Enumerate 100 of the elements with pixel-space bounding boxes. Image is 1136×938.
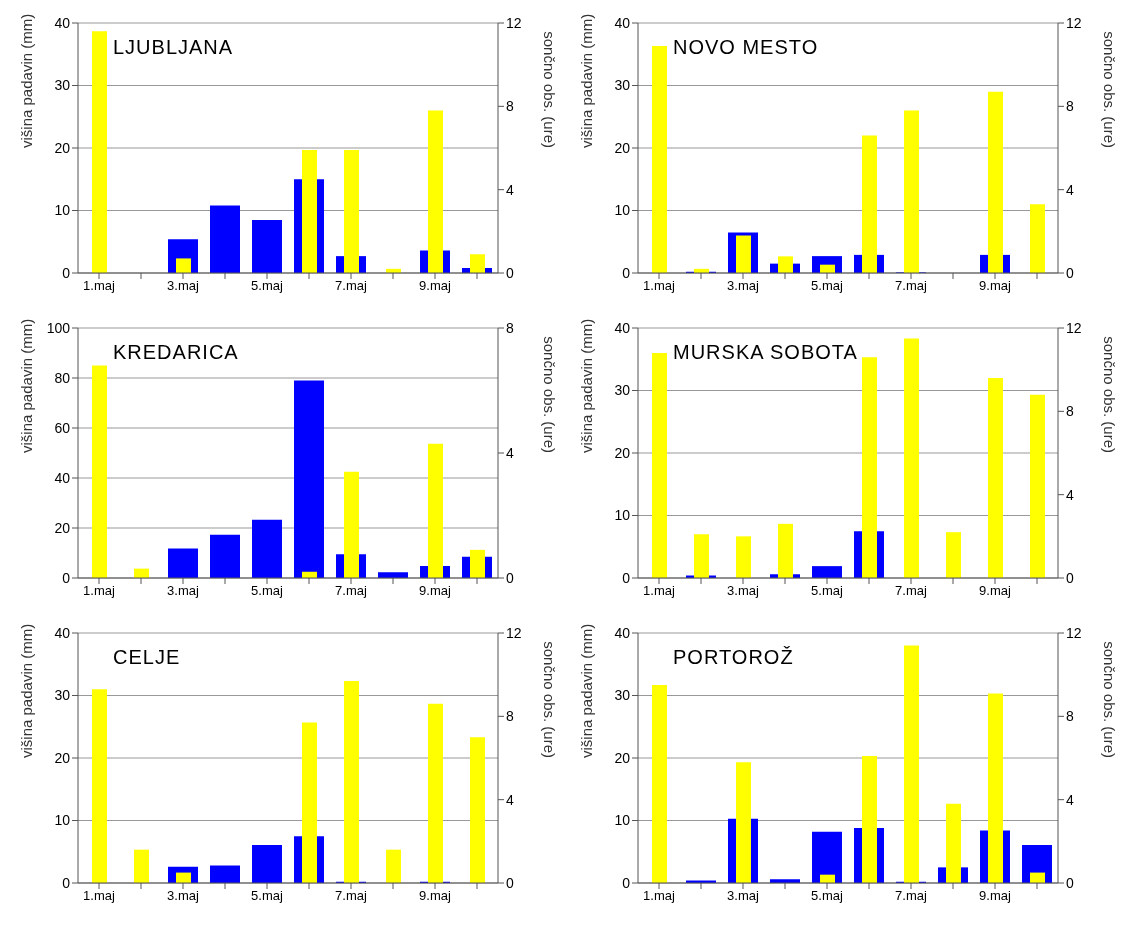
text: MURSKA SOBOTA bbox=[673, 341, 858, 364]
y-tick-label: 30 bbox=[614, 687, 631, 704]
y-tick-label: 20 bbox=[54, 519, 71, 536]
x-tick-label: 3.maj bbox=[167, 888, 199, 904]
y-tick-label: 40 bbox=[54, 14, 71, 31]
y2-tick-label: 0 bbox=[1066, 264, 1074, 281]
y-axis-title: višina padavin (mm) bbox=[18, 318, 36, 453]
x-tick-label: 1.maj bbox=[643, 278, 675, 294]
y-tick-label: 30 bbox=[614, 77, 631, 94]
x-tick-label: 3.maj bbox=[167, 583, 199, 599]
y-tick-label: 20 bbox=[54, 749, 71, 766]
y2-axis-title: sončno obs. (ure) bbox=[540, 336, 558, 453]
y2-tick-label: 12 bbox=[1066, 624, 1082, 641]
y2-tick-label: 0 bbox=[1066, 874, 1074, 891]
y-axis-title: višina padavin (mm) bbox=[578, 318, 596, 453]
y-tick-label: 20 bbox=[54, 139, 71, 156]
y-tick-label: 80 bbox=[54, 369, 71, 386]
y-tick-label: 0 bbox=[62, 569, 71, 586]
y-axis-title: višina padavin (mm) bbox=[18, 623, 36, 758]
x-tick-label: 1.maj bbox=[83, 888, 115, 904]
y-tick-label: 0 bbox=[62, 264, 71, 281]
y2-axis-title: sončno obs. (ure) bbox=[1100, 641, 1118, 758]
x-tick-label: 1.maj bbox=[83, 278, 115, 294]
x-tick-label: 1.maj bbox=[83, 583, 115, 599]
x-tick-label: 1.maj bbox=[643, 888, 675, 904]
x-tick-label: 5.maj bbox=[811, 583, 843, 599]
y-tick-label: 20 bbox=[614, 444, 631, 461]
x-tick-label: 7.maj bbox=[335, 888, 367, 904]
x-tick-label: 9.maj bbox=[979, 278, 1011, 294]
y-tick-label: 10 bbox=[614, 507, 631, 524]
y2-tick-label: 12 bbox=[506, 624, 522, 641]
y-tick-label: 0 bbox=[62, 874, 71, 891]
y2-tick-label: 4 bbox=[1066, 791, 1074, 808]
y-tick-label: 40 bbox=[54, 624, 71, 641]
y-tick-label: 10 bbox=[614, 202, 631, 219]
text: CELJE bbox=[113, 646, 181, 669]
y-tick-label: 10 bbox=[614, 812, 631, 829]
x-tick-label: 9.maj bbox=[419, 583, 451, 599]
x-tick-label: 7.maj bbox=[335, 278, 367, 294]
x-tick-label: 7.maj bbox=[895, 583, 927, 599]
x-tick-label: 5.maj bbox=[251, 888, 283, 904]
y-tick-label: 10 bbox=[54, 812, 71, 829]
text: NOVO MESTO bbox=[673, 36, 819, 59]
y2-axis-title: sončno obs. (ure) bbox=[540, 641, 558, 758]
y-axis-title: višina padavin (mm) bbox=[578, 623, 596, 758]
x-tick-label: 7.maj bbox=[335, 583, 367, 599]
y-tick-label: 30 bbox=[54, 77, 71, 94]
x-tick-label: 5.maj bbox=[251, 278, 283, 294]
y2-axis-title: sončno obs. (ure) bbox=[1100, 31, 1118, 148]
y-tick-label: 0 bbox=[622, 264, 631, 281]
y2-tick-label: 0 bbox=[1066, 569, 1074, 586]
x-tick-label: 7.maj bbox=[895, 888, 927, 904]
y2-axis-title: sončno obs. (ure) bbox=[1100, 336, 1118, 453]
x-tick-label: 3.maj bbox=[727, 278, 759, 294]
y2-tick-label: 4 bbox=[506, 444, 514, 461]
text: LJUBLJANA bbox=[113, 36, 234, 59]
text: PORTOROŽ bbox=[673, 646, 794, 669]
y2-tick-label: 4 bbox=[506, 791, 514, 808]
y2-tick-label: 4 bbox=[1066, 181, 1074, 198]
y2-tick-label: 0 bbox=[506, 874, 514, 891]
y-tick-label: 20 bbox=[614, 749, 631, 766]
y-tick-label: 30 bbox=[54, 687, 71, 704]
x-tick-label: 7.maj bbox=[895, 278, 927, 294]
y2-tick-label: 8 bbox=[506, 319, 514, 336]
y-tick-label: 100 bbox=[46, 319, 71, 336]
y-tick-label: 20 bbox=[614, 139, 631, 156]
y-tick-label: 0 bbox=[622, 569, 631, 586]
y-tick-label: 40 bbox=[614, 14, 631, 31]
y-tick-label: 40 bbox=[614, 319, 631, 336]
y2-tick-label: 12 bbox=[1066, 14, 1082, 31]
y2-tick-label: 4 bbox=[506, 181, 514, 198]
x-tick-label: 3.maj bbox=[167, 278, 199, 294]
x-tick-label: 3.maj bbox=[727, 583, 759, 599]
y-axis-title: višina padavin (mm) bbox=[18, 13, 36, 148]
y2-axis-title: sončno obs. (ure) bbox=[540, 31, 558, 148]
y2-tick-label: 0 bbox=[506, 264, 514, 281]
text: KREDARICA bbox=[113, 341, 239, 364]
y-tick-label: 40 bbox=[614, 624, 631, 641]
x-tick-label: 9.maj bbox=[979, 888, 1011, 904]
y2-tick-label: 8 bbox=[506, 98, 514, 115]
y2-tick-label: 8 bbox=[1066, 708, 1074, 725]
x-tick-label: 5.maj bbox=[811, 278, 843, 294]
y2-tick-label: 0 bbox=[506, 569, 514, 586]
y-tick-label: 40 bbox=[54, 469, 71, 486]
x-tick-label: 9.maj bbox=[419, 888, 451, 904]
x-tick-label: 1.maj bbox=[643, 583, 675, 599]
y2-tick-label: 12 bbox=[506, 14, 522, 31]
y2-tick-label: 8 bbox=[1066, 98, 1074, 115]
y-tick-label: 10 bbox=[54, 202, 71, 219]
y2-tick-label: 12 bbox=[1066, 319, 1082, 336]
y-tick-label: 60 bbox=[54, 419, 71, 436]
x-tick-label: 9.maj bbox=[419, 278, 451, 294]
y2-tick-label: 4 bbox=[1066, 486, 1074, 503]
y-axis-title: višina padavin (mm) bbox=[578, 13, 596, 148]
y-tick-label: 0 bbox=[622, 874, 631, 891]
x-tick-label: 5.maj bbox=[811, 888, 843, 904]
y2-tick-label: 8 bbox=[506, 708, 514, 725]
x-tick-label: 5.maj bbox=[251, 583, 283, 599]
x-tick-label: 9.maj bbox=[979, 583, 1011, 599]
x-tick-label: 3.maj bbox=[727, 888, 759, 904]
